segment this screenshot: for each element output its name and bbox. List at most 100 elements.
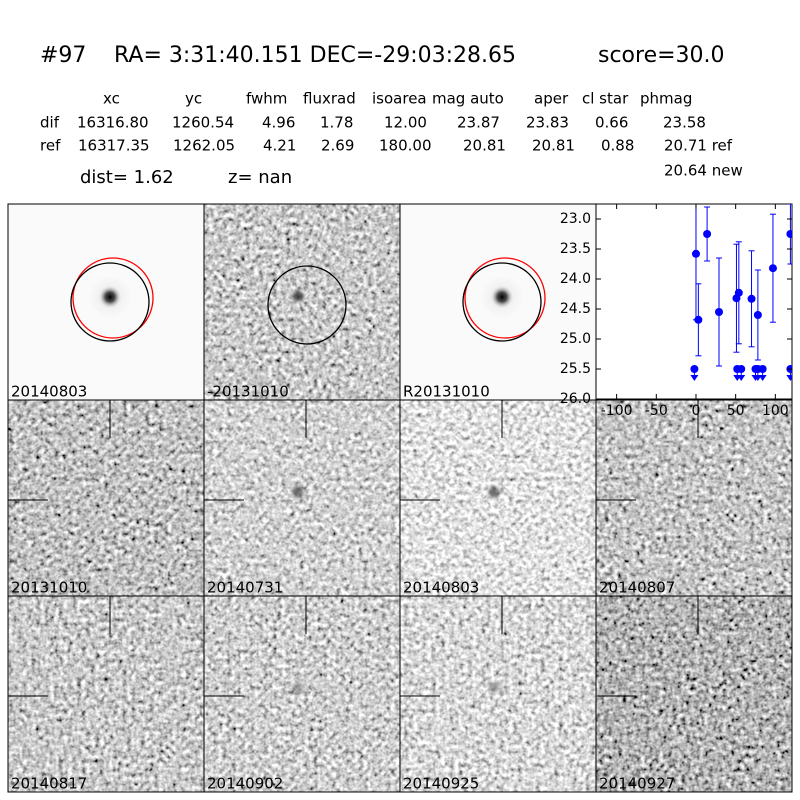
stamp-border [595,595,793,793]
table-cell: 23.87 [457,114,500,132]
source [288,482,308,502]
stamp: 20140927 [595,595,793,793]
x-tick-label: -100 [601,403,633,419]
table-cell: 20.81 [532,137,575,155]
x-tick-label: -50 [645,403,668,419]
stamp: 20140731 [203,399,401,597]
x-tick-label: 50 [727,403,745,419]
data-point [714,308,723,316]
stamp-label: 20140803 [403,579,479,597]
score: score=30.0 [598,43,725,68]
aperture [462,262,542,342]
coordinates: RA= 3:31:40.151 DEC=-29:03:28.65 [114,43,516,68]
column-header: cl star [582,90,629,108]
table-cell: 1.78 [320,114,353,132]
column-header: yc [185,90,202,108]
stamp: 20140902 [203,595,401,793]
aperture [70,262,150,342]
column-header: fluxrad [303,90,356,108]
stamp-grid: 20140803 -20131010 R20131010 20131010 201407… [7,203,793,793]
y-tick-label: 23.5 [560,241,591,257]
table-cell: 1262.05 [173,137,235,155]
aperture-ref [464,257,546,339]
table-cell: 180.00 [379,137,432,155]
distance: dist= 1.62 [80,167,174,188]
stamp-image [596,400,792,596]
column-header: isoarea [372,90,427,108]
table-cell: 0.88 [601,137,634,155]
column-header: phmag [640,90,692,108]
limit-point [690,365,699,373]
plot-data [690,204,792,381]
source [490,285,514,309]
stamp: 20131010 [7,399,205,597]
table-cell: 23.58 [663,114,706,132]
data-point [747,294,756,303]
stamp-label: 20140925 [403,775,479,793]
data-point [768,264,777,273]
data-point [786,230,792,238]
column-header: mag auto [432,90,504,108]
limit-arrow [758,375,767,381]
column-header: aper [534,90,569,108]
table-cell: 12.00 [384,114,427,132]
stamp: 20140803 [399,399,597,597]
data-point [703,230,712,238]
x-tick-label: 0 [692,403,701,419]
limit-arrow [690,375,699,381]
y-tick-label: 25.5 [560,361,591,377]
stamp: -20131010 [203,203,401,401]
data-point [734,288,743,297]
stamp-label: 20140807 [599,579,675,597]
data-point [691,249,700,258]
y-tick-label: 24.5 [560,301,591,317]
new-mag: 20.64 new [664,162,743,180]
table-cell: 0.66 [595,114,628,132]
stamp: 20140807 [595,399,793,597]
table-cell: 16317.35 [78,137,150,155]
column-header: fwhm [246,90,287,108]
source [288,678,308,698]
source [98,285,122,309]
data-point [753,311,762,319]
stamp-label: 20140927 [599,775,675,793]
stamp-label: 20140817 [11,775,87,793]
source [288,286,308,306]
y-tick-label: 23.0 [560,211,591,227]
redshift: z= nan [228,167,292,188]
stamp-image [596,596,792,792]
y-tick-label: 25.0 [560,331,591,347]
limit-point [737,365,746,373]
stamp-label: R20131010 [403,383,490,401]
table-cell: 20.81 [463,137,506,155]
column-header: xc [103,90,120,108]
aperture [267,265,347,345]
stamp-image [8,596,204,792]
stamp-image [8,400,204,596]
stamp-label: -20131010 [207,383,289,401]
stamp: 20140925 [399,595,597,793]
stamp-label: 20140731 [207,579,283,597]
aperture-ref [72,257,154,339]
limit-arrow [786,375,792,381]
stamp-label: 20131010 [11,579,87,597]
stamp-label: 20140803 [11,383,87,401]
table-cell: 4.21 [263,137,296,155]
x-tick-label: 100 [762,403,789,419]
source [484,678,504,698]
limit-point [758,365,767,373]
table-cell: 2.69 [321,137,354,155]
table-cell: 23.83 [526,114,569,132]
data-point [694,315,703,324]
table-cell: 16316.80 [77,114,149,132]
stamp-label: 20140902 [207,775,283,793]
lightcurve: 23.0 23.5 24.0 24.5 25.0 25.5 26.0 -100 -50 0 50 10… [560,203,793,419]
stamp: 20140803 [7,203,205,401]
object-id: #97 [40,43,86,68]
limit-arrow [737,375,746,381]
y-tick-label: 26.0 [560,391,591,407]
table-cell: 1260.54 [172,114,234,132]
table-cell: 4.96 [262,114,295,132]
row-label: dif [40,114,60,132]
